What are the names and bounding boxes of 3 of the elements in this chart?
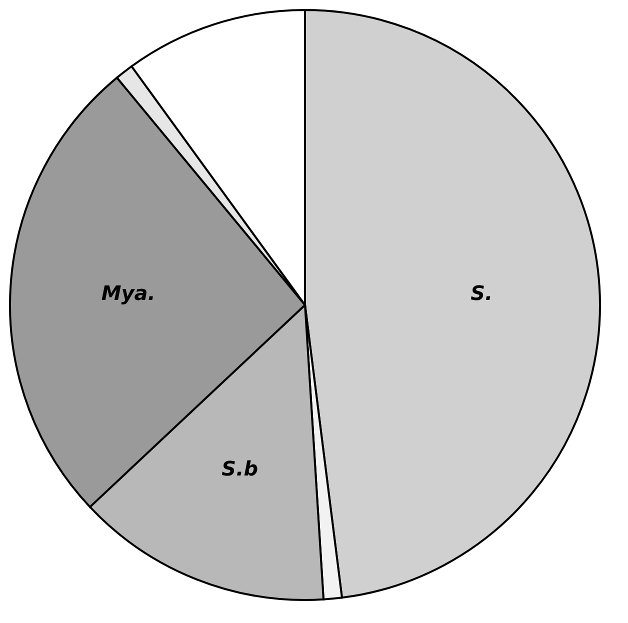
slice-label: S.b bbox=[222, 456, 258, 481]
slice-label: Mya. bbox=[101, 280, 156, 305]
slice-label: S. bbox=[470, 280, 493, 305]
